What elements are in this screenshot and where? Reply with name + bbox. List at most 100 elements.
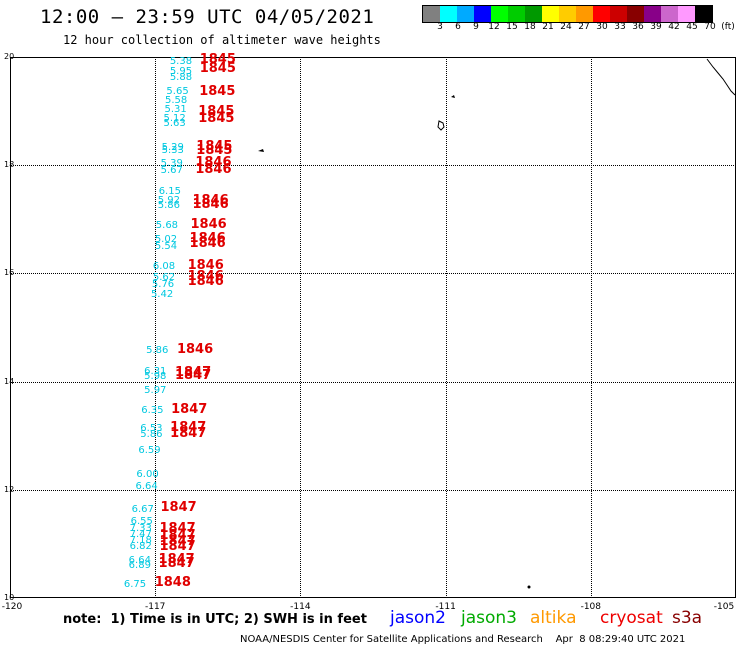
longitude-label: -117 — [144, 602, 166, 612]
longitude-gridline — [300, 57, 302, 598]
wave-height-label: 6.89 — [128, 559, 151, 571]
wave-height-label: 5.38 — [169, 56, 193, 68]
color-swatch — [627, 6, 644, 22]
color-swatch — [661, 6, 678, 22]
color-scale-tick-label: 42 — [668, 22, 680, 32]
color-swatch — [678, 6, 695, 22]
satellite-legend-jason2: jason2 — [390, 608, 446, 628]
wave-height-label: 6.59 — [138, 444, 161, 456]
wave-height-label: 7.18 — [129, 534, 152, 546]
satellite-legend-s3a: s3a — [672, 608, 703, 628]
color-swatch — [559, 6, 576, 22]
pass-time-label: 1847 — [159, 533, 196, 549]
color-swatch — [695, 6, 712, 22]
color-swatch — [542, 6, 559, 22]
wave-height-label: 5.92 — [157, 195, 180, 207]
mexico-coastline — [706, 58, 736, 96]
color-scale-tick-label: 15 — [506, 22, 518, 32]
longitude-gridline — [590, 57, 592, 598]
pass-time-label: 1845 — [196, 138, 233, 154]
pass-time-label: 1847 — [175, 364, 212, 380]
wave-height-label: 5.76 — [151, 279, 175, 291]
color-scale-labels: 3 6 9 12 15 18 21 24 27 30 33 36 39 42 45 70 (ft) — [422, 22, 737, 36]
map-title: 12:00 – 23:59 UTC 04/05/2021 — [40, 6, 375, 28]
wave-height-label: 5.86 — [146, 345, 169, 357]
color-scale-tick-label: 33 — [614, 22, 626, 32]
color-scale-tick-label: 18 — [524, 22, 536, 32]
pass-time-label: 1845 — [196, 143, 233, 159]
color-swatch — [457, 6, 474, 22]
pass-time-label: 1845 — [198, 104, 235, 120]
latitude-label: 16 — [4, 268, 15, 278]
wave-height-label: 5.63 — [163, 118, 186, 130]
wave-height-label: 6.82 — [129, 541, 152, 553]
pass-time-label: 1847 — [170, 420, 207, 436]
latitude-label: 18 — [4, 160, 15, 170]
pass-time-label: 1847 — [158, 556, 195, 572]
pass-time-label: 1846 — [187, 274, 224, 290]
color-scale-tick-label: (ft) — [721, 22, 735, 32]
longitude-gridline — [155, 57, 157, 598]
color-scale-tick-label: 6 — [455, 22, 461, 32]
pass-time-label: 1846 — [192, 197, 229, 213]
longitude-label: -105 — [713, 602, 735, 612]
pass-time-label: 1845 — [198, 110, 235, 126]
color-scale-bar — [422, 5, 713, 23]
color-swatch — [491, 6, 508, 22]
pass-time-label: 1847 — [159, 520, 196, 536]
pass-time-label: 1845 — [199, 83, 236, 99]
longitude-gridline — [445, 57, 447, 598]
latitude-gridline — [10, 489, 736, 491]
wave-height-label: 5.88 — [169, 71, 193, 83]
pass-time-label: 1847 — [170, 425, 207, 441]
color-swatch — [576, 6, 593, 22]
color-swatch — [440, 6, 457, 22]
pass-time-label: 1846 — [190, 216, 227, 232]
wave-height-label: 6.15 — [158, 186, 181, 198]
wave-height-label: 6.00 — [136, 468, 159, 480]
pass-time-label: 1847 — [158, 552, 195, 568]
wave-height-label: 7.47 — [129, 529, 152, 541]
footer-credit: NOAA/NESDIS Center for Satellite Applica… — [240, 634, 686, 645]
wave-height-label: 5.98 — [144, 371, 167, 383]
latitude-label: 14 — [4, 376, 15, 386]
island-san-benedicto — [451, 95, 455, 98]
wave-height-label: 5.12 — [163, 112, 186, 124]
color-swatch — [644, 6, 661, 22]
longitude-label: -114 — [290, 602, 311, 612]
wave-height-label: 5.58 — [164, 95, 188, 107]
wave-height-label: 5.29 — [161, 141, 184, 153]
note-text: note: 1) Time is in UTC; 2) SWH is in fe… — [63, 612, 367, 627]
wave-height-label: 5.86 — [140, 428, 163, 440]
wave-height-label: 5.42 — [150, 289, 174, 301]
latitude-label: 10 — [4, 593, 15, 602]
wave-height-label: 5.62 — [152, 271, 176, 283]
color-scale-tick-label: 21 — [542, 22, 554, 32]
color-swatch — [423, 6, 440, 22]
island-clarion — [258, 149, 264, 152]
pass-time-label: 1846 — [192, 192, 229, 208]
satellite-legend-cryosat: cryosat — [600, 608, 663, 628]
latitude-gridline — [10, 273, 736, 275]
map-subtitle: 12 hour collection of altimeter wave hei… — [63, 33, 381, 47]
wave-height-label: 6.64 — [135, 480, 158, 492]
color-swatch — [525, 6, 542, 22]
color-scale-tick-label: 30 — [596, 22, 608, 32]
pass-time-label: 1846 — [195, 161, 232, 177]
latitude-label: 12 — [4, 484, 15, 494]
pass-time-label: 1847 — [159, 539, 196, 555]
color-swatch — [474, 6, 491, 22]
longitude-label: -108 — [580, 602, 602, 612]
wave-height-label: 6.31 — [144, 365, 167, 377]
color-scale-tick-label: 45 — [686, 22, 698, 32]
pass-time-label: 1847 — [171, 401, 208, 417]
color-scale-tick-label: 39 — [650, 22, 662, 32]
wave-height-label: 6.35 — [141, 405, 164, 417]
wave-height-label: 5.39 — [160, 157, 183, 169]
island-socorro — [437, 120, 445, 131]
longitude-label: -111 — [435, 602, 456, 612]
wave-height-label: 5.65 — [166, 86, 189, 98]
wave-height-label: 5.33 — [161, 145, 184, 157]
color-scale-tick-label: 36 — [632, 22, 644, 32]
color-scale-tick-label: 3 — [437, 22, 443, 32]
